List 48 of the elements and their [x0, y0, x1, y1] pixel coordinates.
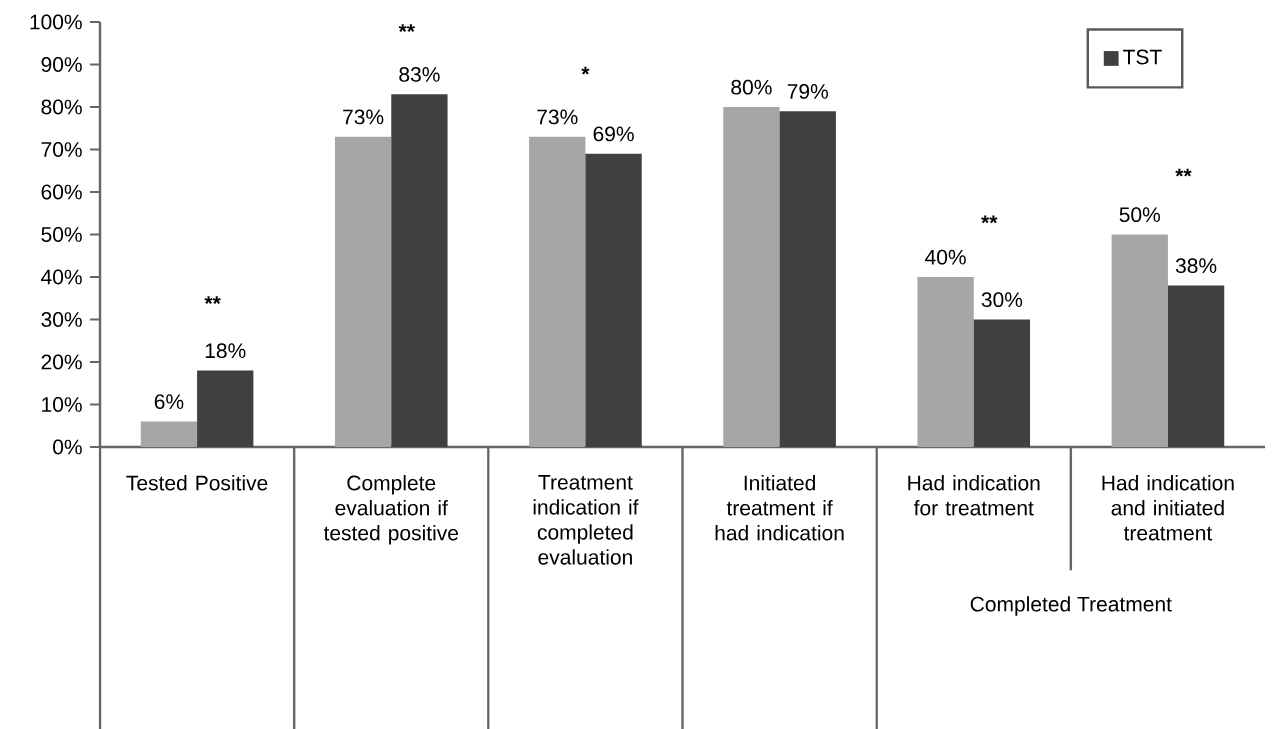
y-tick-label: 0%	[53, 439, 82, 455]
y-tick-label: 40%	[41, 269, 82, 285]
bar	[973, 319, 1031, 447]
data-label: 6%	[154, 394, 184, 410]
data-label: 40%	[925, 249, 966, 265]
bar	[1111, 234, 1168, 447]
text: Completed Treatment	[970, 596, 1172, 616]
data-label: 79%	[787, 84, 828, 99]
bar	[197, 370, 254, 447]
y-tick-label: 100%	[30, 14, 82, 30]
data-label: 50%	[1119, 207, 1161, 223]
bar	[391, 94, 448, 447]
y-tick-label: 60%	[41, 184, 82, 200]
data-label: 69%	[593, 126, 634, 142]
legend-label: TST	[1123, 49, 1162, 65]
bar	[334, 136, 392, 447]
annotation: **	[1175, 168, 1192, 177]
data-label: 18%	[205, 343, 246, 359]
x-tick-label: Complete evaluation if tested positive	[323, 475, 458, 545]
bar	[917, 277, 974, 447]
data-label: 30%	[981, 292, 1023, 308]
annotation: **	[398, 24, 415, 32]
bar	[529, 136, 586, 447]
x-tick-label: Initiated treatment if had indication	[715, 475, 844, 541]
x-tick-label: Had indication for treatment	[908, 475, 1040, 516]
bar	[779, 111, 836, 447]
data-label: 73%	[343, 109, 384, 125]
x-tick-label: Tested Positive	[126, 475, 268, 491]
data-label: 38%	[1175, 258, 1217, 274]
bar	[723, 107, 780, 447]
annotation: **	[204, 296, 221, 304]
y-tick-label: 70%	[41, 142, 82, 157]
y-tick-label: 10%	[42, 397, 82, 412]
x-tick-label: Treatment indication if completed evaluation	[533, 475, 639, 565]
y-tick-label: 50%	[41, 227, 82, 242]
bar	[140, 421, 198, 447]
bar	[1167, 285, 1225, 447]
annotation: *	[581, 66, 590, 75]
x-tick-label: Had indication and initiated treatment	[1102, 475, 1234, 541]
data-label: 80%	[731, 79, 772, 95]
y-tick-label: 20%	[41, 354, 82, 370]
annotation: **	[981, 215, 998, 224]
data-label: 83%	[399, 67, 440, 82]
y-tick-label: 80%	[41, 99, 82, 115]
bar	[585, 153, 642, 447]
y-tick-label: 30%	[41, 312, 82, 327]
y-tick-label: 90%	[41, 57, 82, 72]
data-label: 73%	[537, 109, 578, 125]
